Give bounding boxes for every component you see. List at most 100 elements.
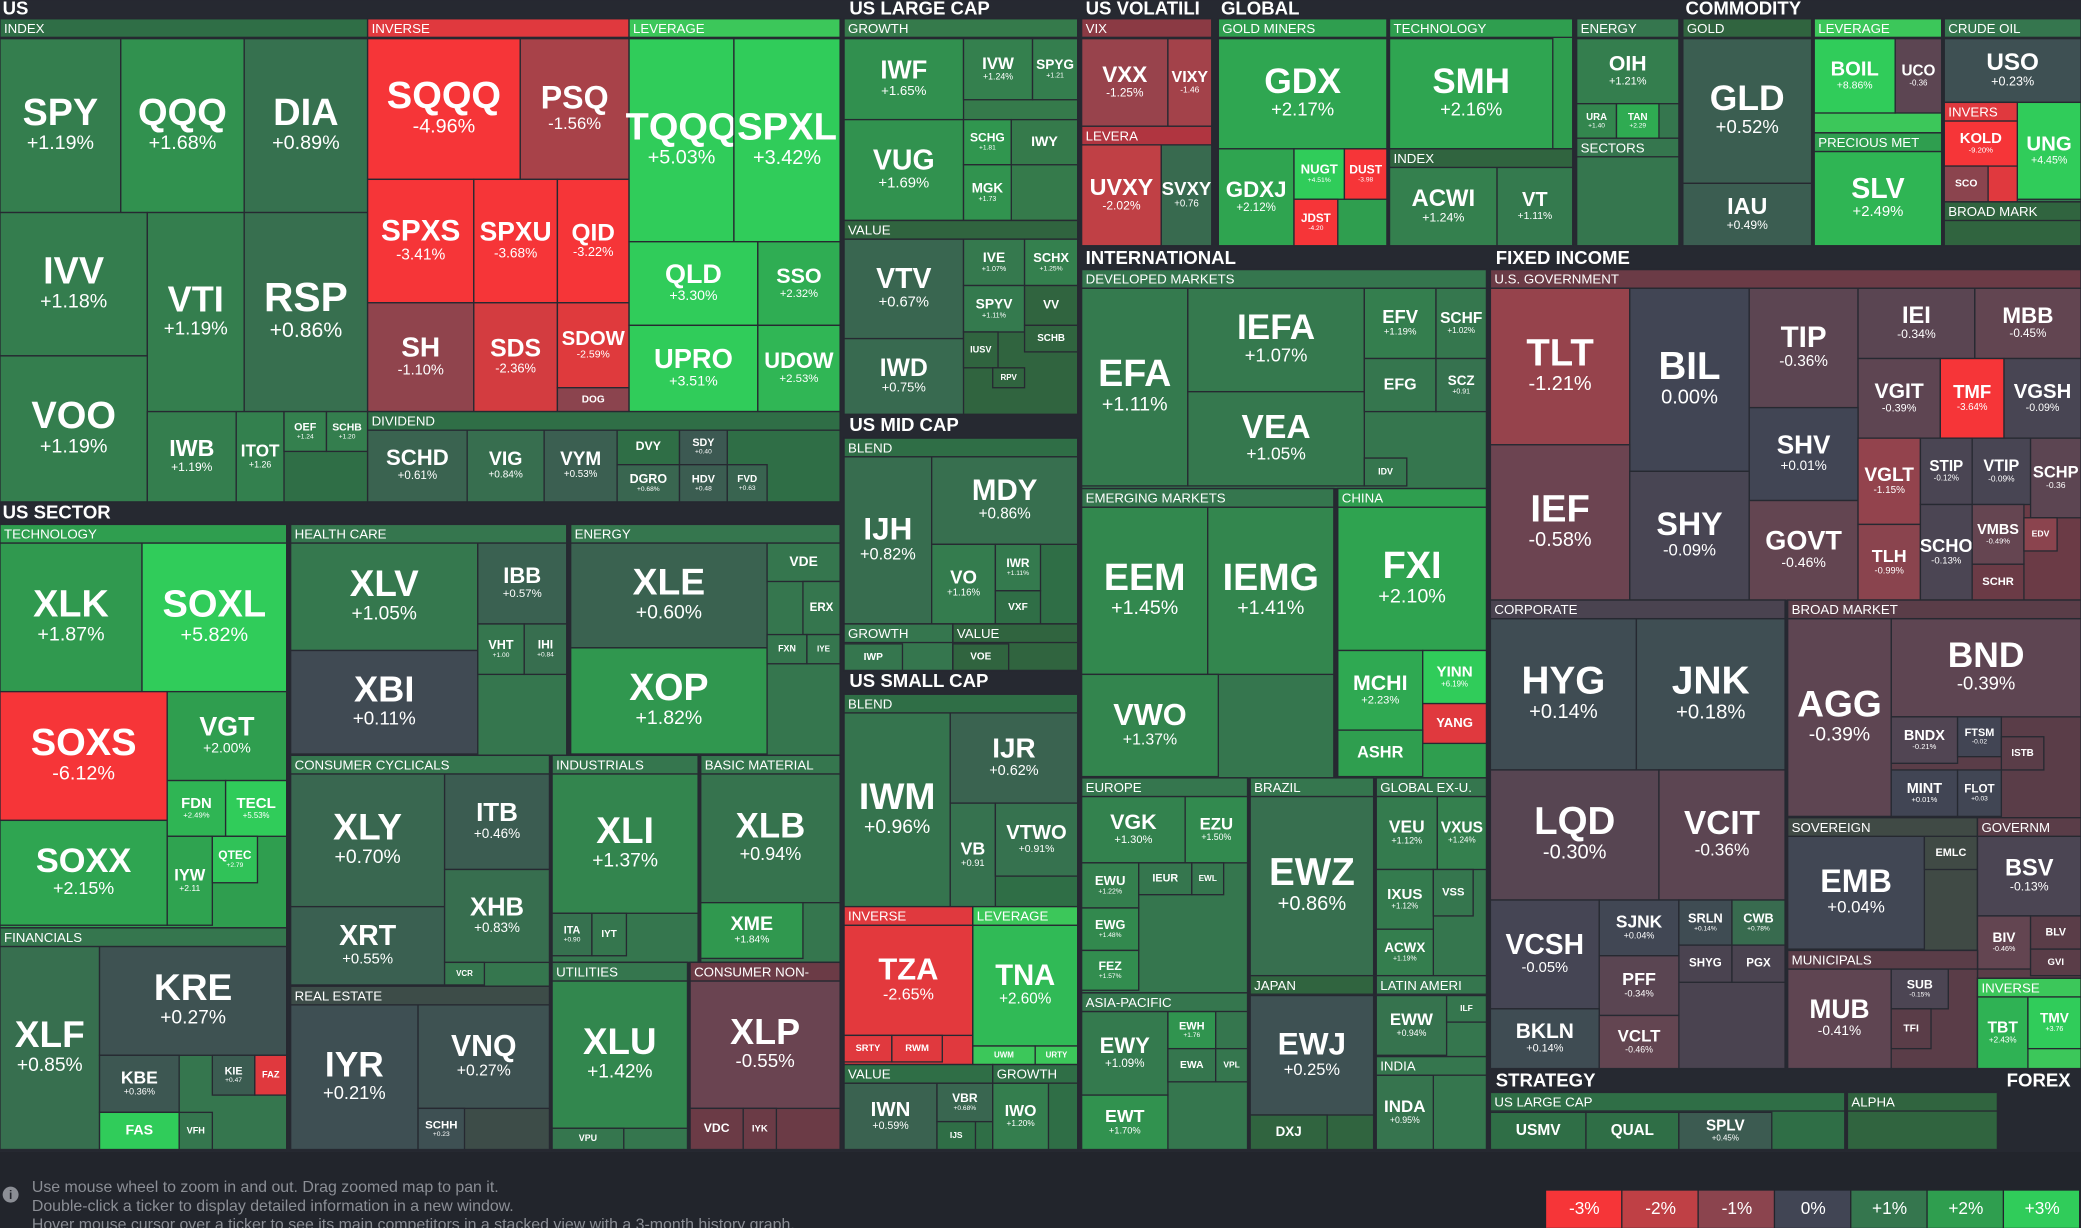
- tile[interactable]: [1445, 994, 1488, 1023]
- tile[interactable]: [1249, 1114, 1328, 1151]
- tile[interactable]: [1167, 1047, 1217, 1083]
- tile[interactable]: [1184, 795, 1249, 864]
- tile[interactable]: [1080, 506, 1209, 676]
- tile[interactable]: [2029, 948, 2081, 977]
- tile[interactable]: [1678, 899, 1733, 946]
- tile[interactable]: [1187, 391, 1365, 487]
- tile[interactable]: [1731, 899, 1786, 946]
- tile[interactable]: [1031, 38, 1079, 101]
- tile[interactable]: [366, 302, 475, 413]
- tile[interactable]: [1489, 617, 1638, 771]
- tile[interactable]: [1023, 324, 1079, 353]
- tile[interactable]: [1890, 769, 1959, 818]
- tile[interactable]: [417, 1107, 466, 1151]
- tile[interactable]: [1337, 506, 1488, 652]
- tile[interactable]: [1167, 38, 1213, 127]
- tile[interactable]: [243, 38, 369, 214]
- tile[interactable]: [843, 1082, 938, 1151]
- tile[interactable]: [289, 1004, 419, 1151]
- tile[interactable]: [570, 542, 768, 649]
- tile[interactable]: [98, 945, 288, 1056]
- tile[interactable]: [166, 690, 288, 782]
- tile[interactable]: [1080, 673, 1220, 778]
- tile[interactable]: [417, 1004, 551, 1110]
- tile[interactable]: [254, 1054, 288, 1096]
- tile[interactable]: [289, 905, 446, 986]
- tile[interactable]: [1787, 968, 1892, 1070]
- tile[interactable]: [1293, 148, 1346, 200]
- tile[interactable]: [972, 924, 1079, 1047]
- tile[interactable]: [211, 835, 259, 884]
- tile[interactable]: [289, 773, 446, 908]
- tile[interactable]: [166, 779, 227, 837]
- tile[interactable]: [543, 428, 618, 503]
- tile[interactable]: [766, 633, 808, 665]
- tile[interactable]: [1748, 406, 1859, 502]
- tile[interactable]: [994, 802, 1079, 877]
- tile[interactable]: [1375, 868, 1435, 930]
- tile[interactable]: [289, 649, 479, 755]
- tile[interactable]: [1080, 949, 1140, 991]
- tile[interactable]: [98, 1111, 180, 1151]
- tile[interactable]: [366, 178, 475, 304]
- tile[interactable]: [1857, 437, 1922, 526]
- tile[interactable]: [2016, 101, 2081, 200]
- tile[interactable]: [523, 623, 568, 676]
- tile[interactable]: [1919, 503, 1973, 601]
- tile[interactable]: [1496, 166, 1574, 247]
- tile[interactable]: [843, 1034, 893, 1063]
- tile[interactable]: [1249, 994, 1375, 1116]
- tile[interactable]: [466, 428, 545, 503]
- tile[interactable]: [1976, 835, 2081, 917]
- tile[interactable]: [0, 819, 168, 926]
- tile[interactable]: [477, 542, 568, 625]
- tile[interactable]: [289, 542, 479, 652]
- tile[interactable]: [2000, 736, 2045, 771]
- tile[interactable]: [1629, 470, 1750, 601]
- tile[interactable]: [473, 302, 559, 413]
- tile[interactable]: [802, 580, 841, 636]
- tile[interactable]: [1435, 357, 1488, 413]
- tile[interactable]: [1363, 357, 1437, 413]
- tile[interactable]: [211, 1054, 256, 1096]
- tile[interactable]: [1489, 287, 1631, 446]
- tile[interactable]: [1971, 437, 2032, 506]
- tile[interactable]: [1080, 1094, 1169, 1151]
- tile[interactable]: [628, 241, 759, 327]
- tile[interactable]: [1813, 38, 1896, 114]
- tile[interactable]: [678, 428, 728, 466]
- tile[interactable]: [120, 38, 245, 214]
- tile[interactable]: [1388, 166, 1498, 247]
- tile[interactable]: [628, 38, 735, 243]
- tile[interactable]: [283, 410, 328, 453]
- tile[interactable]: [962, 118, 1012, 166]
- tile[interactable]: [1217, 38, 1388, 150]
- tile[interactable]: [1217, 148, 1295, 247]
- tile[interactable]: [757, 241, 841, 327]
- tile[interactable]: [235, 410, 285, 503]
- tile[interactable]: [1585, 1111, 1680, 1151]
- tile[interactable]: [0, 211, 148, 357]
- tile[interactable]: [678, 464, 728, 503]
- tile[interactable]: [477, 623, 525, 676]
- tile[interactable]: [992, 1082, 1050, 1151]
- tile[interactable]: [1974, 287, 2081, 360]
- tile[interactable]: [2023, 517, 2058, 552]
- tile[interactable]: [0, 690, 168, 822]
- tile[interactable]: [570, 647, 768, 755]
- tile[interactable]: [949, 712, 1079, 804]
- tile[interactable]: [1489, 769, 1660, 901]
- tile[interactable]: [1293, 198, 1339, 247]
- tile[interactable]: [1731, 944, 1786, 983]
- tile[interactable]: [366, 428, 468, 503]
- tile[interactable]: [551, 1127, 625, 1151]
- tile[interactable]: [1375, 994, 1448, 1056]
- tile[interactable]: [931, 456, 1079, 545]
- tile[interactable]: [146, 410, 237, 503]
- tile[interactable]: [1489, 1111, 1587, 1151]
- tile[interactable]: [1138, 862, 1193, 896]
- tile[interactable]: [689, 980, 841, 1110]
- tile[interactable]: [1375, 1074, 1435, 1151]
- tile[interactable]: [1080, 907, 1140, 952]
- tile[interactable]: [551, 980, 689, 1129]
